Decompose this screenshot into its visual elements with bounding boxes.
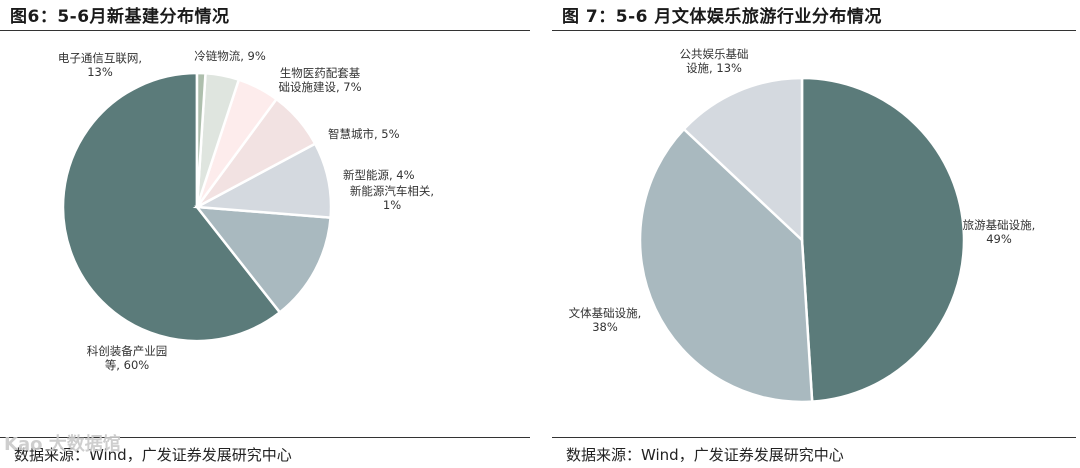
left-pie-slice-7 [195, 71, 207, 208]
left-slice-label-6: 新型能源, 4% [343, 168, 415, 182]
left-pie-slice-1 [61, 71, 282, 343]
left-slice-label-4: 生物医药配套基础设施建设, 7% [278, 66, 361, 94]
right-pie-chart: 旅游基础设施, 49% 文体基础设施, 38% 公共娱乐基础设施, 13% [569, 47, 1036, 404]
left-pie-chart: 科创装备产业园等, 60% 电子通信互联网, 13% 冷链物流, 9% 生物医药配套基础… [58, 49, 434, 372]
watermark-logo: Kao 大数据馆 [4, 434, 121, 455]
left-source-note: 数据来源：Wind，广发证券发展研究中心 [14, 446, 292, 464]
left-title-rule [0, 30, 530, 31]
left-source-rule [0, 437, 530, 438]
right-pie-slice-2 [638, 127, 814, 404]
right-title-rule [552, 30, 1076, 31]
left-slice-label-1: 科创装备产业园等, 60% [87, 344, 168, 372]
right-chart-panel: 图 7：5-6 月文体娱乐旅游行业分布情况 旅游基础设施, 49% 文体基础设施, 3… [552, 0, 1080, 468]
right-slice-label-2: 文体基础设施, 38% [569, 306, 642, 334]
left-chart-panel: 图6：5-6月新基建分布情况 科创装备产业园等, 60% 电子通信互联网, 13% 冷… [0, 7, 530, 464]
right-source-note: 数据来源：Wind，广发证券发展研究中心 [566, 446, 844, 464]
left-pie-slice-2 [194, 205, 332, 315]
left-slice-label-3: 冷链物流, 9% [194, 49, 266, 63]
left-slice-label-7: 新能源汽车相关, 1% [350, 184, 434, 212]
right-source-rule [552, 437, 1076, 438]
right-pie-slice-1 [800, 76, 966, 404]
left-chart-title: 图6：5-6月新基建分布情况 [10, 7, 230, 27]
right-slice-label-3: 公共娱乐基础设施, 13% [680, 47, 749, 75]
left-slice-label-5: 智慧城市, 5% [328, 127, 400, 141]
right-slice-label-1: 旅游基础设施, 49% [963, 218, 1036, 246]
right-chart-title: 图 7：5-6 月文体娱乐旅游行业分布情况 [562, 7, 882, 27]
left-slice-label-2: 电子通信互联网, 13% [58, 51, 142, 79]
right-pie-slice-3 [682, 76, 804, 243]
